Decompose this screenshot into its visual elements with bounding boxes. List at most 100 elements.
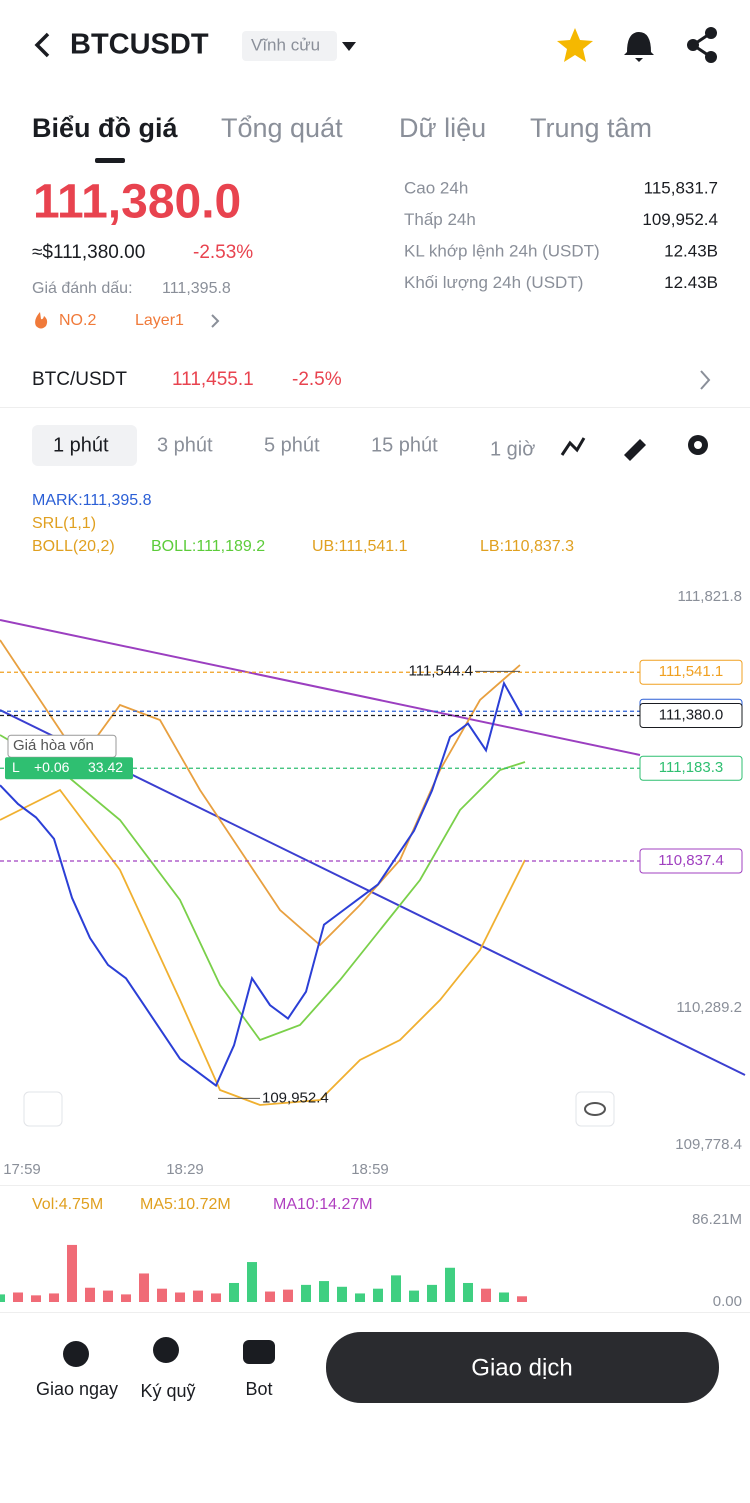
action[interactable]: Ký quỹ: [140, 1381, 195, 1401]
price-tag: [639, 848, 743, 874]
interval[interactable]: 1 phút: [53, 434, 109, 456]
price-tag: [639, 702, 743, 728]
volume-bar: [373, 1288, 383, 1302]
price-tag: [639, 659, 743, 685]
low-label: 109,952.4: [262, 1089, 329, 1106]
volume-bar: [211, 1293, 221, 1302]
spot-price: 111,455.1: [172, 369, 254, 390]
volume-bar: [391, 1275, 401, 1302]
settings-icon-hole: [694, 441, 702, 449]
volume-bar: [229, 1282, 239, 1302]
divider: [0, 1185, 750, 1186]
spot-pair[interactable]: BTC/USDT: [32, 369, 127, 390]
tag[interactable]: Layer1: [135, 312, 184, 329]
boll-upper: [0, 639, 521, 947]
stat-label: Cao 24h: [404, 178, 468, 197]
volume-bar: [445, 1267, 455, 1302]
expand[interactable]: [23, 1091, 63, 1127]
price-line-series: [0, 680, 523, 1088]
visibility[interactable]: [575, 1091, 615, 1127]
volume-bar: [193, 1290, 203, 1302]
action[interactable]: Giao ngay: [36, 1379, 118, 1399]
tab[interactable]: Trung tâm: [530, 113, 652, 143]
chevron[interactable]: [700, 370, 711, 390]
volume-bar: [481, 1288, 491, 1302]
tab[interactable]: Biểu đồ giá: [32, 113, 178, 143]
srl-indicator: SRL(1,1): [32, 515, 96, 532]
volume-bar: [517, 1296, 527, 1302]
position-side: L: [12, 759, 20, 775]
contract-pill[interactable]: [242, 31, 337, 61]
favorite[interactable]: [557, 28, 593, 62]
mark-label: Giá đánh dấu:: [32, 280, 133, 297]
trade-button[interactable]: [326, 1332, 719, 1403]
volume-bar: [283, 1289, 293, 1302]
volume-bar: [175, 1292, 185, 1302]
volume-bar: [265, 1291, 275, 1302]
price-tag: [639, 755, 743, 781]
volume-bar: [319, 1281, 329, 1302]
x-tick-label: 18:59: [351, 1161, 389, 1178]
volume-bar: [427, 1284, 437, 1302]
interval[interactable]: 3 phút: [157, 434, 213, 456]
interval[interactable]: 1 giờ: [490, 438, 535, 460]
interval[interactable]: 5 phút: [264, 434, 320, 456]
stat-value: 12.43B: [664, 241, 718, 260]
boll-mid: BOLL:111,189.2: [151, 538, 265, 555]
position-tag: [5, 757, 133, 780]
breakeven-label: Giá hòa vốn: [13, 737, 94, 754]
eye: [584, 1102, 606, 1116]
stat-value: 12.43B: [664, 273, 718, 292]
x-tick-label: 17:59: [3, 1161, 41, 1178]
interval[interactable]: 15 phút: [371, 434, 438, 456]
volume-legend: Vol:4.75M: [32, 1196, 103, 1213]
tab[interactable]: Tổng quát: [221, 113, 343, 143]
change: -2.53%: [193, 242, 253, 263]
stat-label: Thấp 24h: [404, 210, 476, 229]
volume-bar: [139, 1273, 149, 1302]
share[interactable]: [687, 27, 717, 63]
draw-icon[interactable]: [624, 439, 646, 461]
volume-bar: [463, 1282, 473, 1302]
boll-lb: LB:110,837.3: [480, 538, 574, 555]
position-pnl: +0.06: [34, 759, 70, 775]
volume-legend: MA10:14.27M: [273, 1196, 373, 1213]
y-tick-label: 110,289.2: [676, 999, 742, 1016]
stat-value: 109,952.4: [642, 210, 718, 229]
divider: [0, 1312, 750, 1313]
volume-bar: [337, 1286, 347, 1302]
action[interactable]: Bot: [245, 1379, 272, 1399]
volume-bar: [409, 1290, 419, 1302]
volume-bar: [247, 1262, 257, 1302]
price-tag-label: 110,837.4: [658, 852, 724, 869]
y-tick-label: 111,821.8: [677, 588, 742, 605]
back[interactable]: [34, 32, 50, 58]
trade-label: Giao dịch: [471, 1354, 572, 1381]
y-tick-label: 109,778.4: [675, 1136, 742, 1153]
usd-price: ≈$111,380.00: [32, 242, 145, 263]
fire-icon: [35, 312, 48, 329]
x-tick-label: 18:29: [166, 1161, 204, 1178]
y-tick-label: 0.00: [713, 1293, 742, 1310]
dropdown[interactable]: [342, 42, 356, 51]
tab-indicator: [95, 158, 125, 163]
bot-icon: [243, 1340, 275, 1364]
volume-bar: [499, 1292, 509, 1302]
spot-change: -2.5%: [292, 369, 342, 390]
symbol: BTCUSDT: [70, 29, 209, 61]
volume-bar: [355, 1293, 365, 1302]
tab[interactable]: Dữ liệu: [399, 113, 486, 143]
price-tag-label: 111,380.0: [659, 706, 724, 723]
indicator-icon[interactable]: [560, 437, 586, 456]
stat-value: 115,831.7: [644, 178, 718, 197]
last-price: 111,380.0: [33, 176, 241, 229]
mark-indicator: MARK:111,395.8: [32, 492, 152, 509]
rank: NO.2: [59, 312, 96, 329]
alert[interactable]: [624, 32, 654, 62]
volume-bar: [121, 1294, 131, 1302]
volume-bar: [157, 1288, 167, 1302]
stat-label: KL khớp lệnh 24h (USDT): [404, 241, 600, 260]
divider: [0, 407, 750, 408]
